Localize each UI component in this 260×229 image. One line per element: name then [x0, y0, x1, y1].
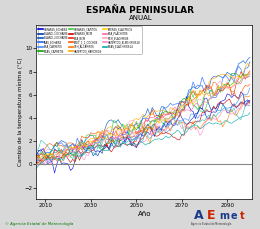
Text: © Agencia Estatal de Meteorología: © Agencia Estatal de Meteorología [5, 222, 74, 226]
X-axis label: Año: Año [138, 211, 151, 217]
Text: Agencia Estatal de Meteorología: Agencia Estatal de Meteorología [191, 222, 231, 226]
Text: t: t [240, 211, 244, 221]
Text: ANUAL: ANUAL [128, 15, 152, 21]
Text: A: A [194, 209, 204, 222]
Text: E: E [207, 209, 215, 222]
Text: m: m [219, 211, 230, 221]
Text: e: e [231, 211, 237, 221]
Text: ESPAÑA PENINSULAR: ESPAÑA PENINSULAR [86, 6, 194, 15]
Y-axis label: Cambio de la temperatura mínima (°C): Cambio de la temperatura mínima (°C) [17, 58, 23, 166]
Legend: HERARES_ECHAIRE, BLANCI-1 ECHAIRE, BLANCI-2 ECHAIRE, IBAS_ECHAIRE, BCA_CAPRETIS,: HERARES_ECHAIRE, BLANCI-1 ECHAIRE, BLANC… [38, 26, 142, 54]
